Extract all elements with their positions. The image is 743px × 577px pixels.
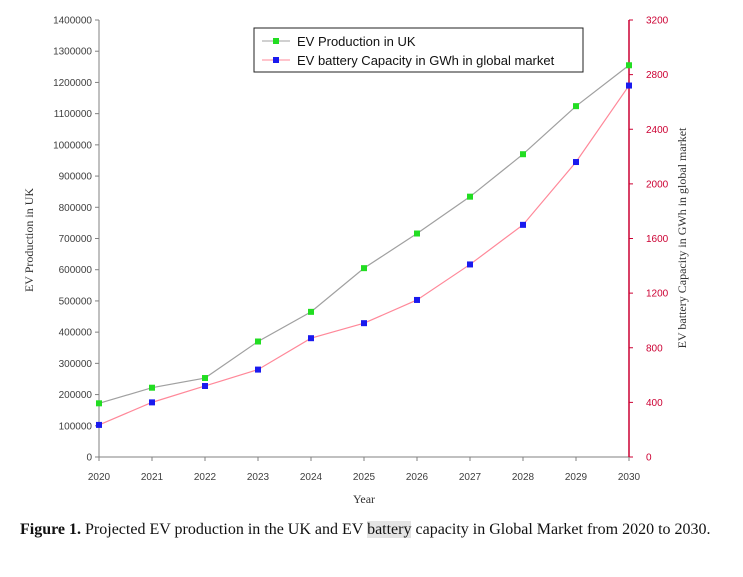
y-tick-label: 100000: [59, 421, 93, 432]
y-tick-label: 400000: [59, 328, 93, 339]
y2-tick-label: 1200: [646, 289, 669, 300]
legend: EV Production in UK EV battery Capacity …: [253, 27, 584, 73]
y-tick-label: 300000: [59, 359, 93, 370]
y-tick-label: 1000000: [53, 140, 92, 151]
data-point-0: [626, 62, 632, 69]
y2-tick-label: 2800: [646, 70, 669, 81]
x-tick-label: 2023: [247, 472, 270, 483]
x-tick-label: 2027: [459, 472, 482, 483]
legend-label-battery: EV battery Capacity in GWh in global mar…: [297, 53, 555, 68]
data-point-0: [308, 308, 314, 315]
data-point-0: [149, 384, 155, 391]
x-tick-label: 2024: [300, 472, 323, 483]
data-point-0: [573, 103, 579, 110]
y-axis-title: EV Production in UK: [22, 188, 36, 292]
y2-tick-label: 400: [646, 398, 663, 409]
x-tick-label: 2030: [618, 472, 641, 483]
y-tick-label: 1400000: [53, 16, 92, 27]
y-tick-label: 800000: [59, 203, 93, 214]
caption-highlight: battery: [367, 521, 412, 538]
y2-axis-title: EV battery Capacity in GWh in global mar…: [675, 127, 689, 348]
series: [96, 62, 632, 428]
caption-text-after: capacity in Global Market from 2020 to 2…: [411, 521, 711, 538]
data-point-1: [626, 82, 632, 89]
y-tick-label: 0: [86, 453, 92, 464]
data-point-1: [573, 159, 579, 166]
data-point-0: [202, 375, 208, 382]
y2-tick-label: 2000: [646, 179, 669, 190]
data-point-1: [467, 261, 473, 268]
data-point-1: [149, 399, 155, 406]
x-tick-label: 2028: [512, 472, 535, 483]
data-point-0: [414, 230, 420, 237]
y2-tick-label: 2400: [646, 125, 669, 136]
y-tick-label: 600000: [59, 265, 93, 276]
data-point-0: [96, 400, 102, 407]
data-point-0: [520, 151, 526, 158]
series-line-0: [98, 64, 630, 404]
data-point-1: [202, 382, 208, 389]
data-point-1: [308, 335, 314, 342]
caption-text-before: Projected EV production in the UK and EV: [81, 521, 368, 538]
series-line-1: [98, 85, 630, 426]
data-point-0: [467, 193, 473, 200]
legend-box: [253, 27, 584, 73]
figure-caption: Figure 1. Projected EV production in the…: [20, 519, 735, 541]
y2-tick-label: 1600: [646, 234, 669, 245]
data-point-1: [255, 366, 261, 373]
y-tick-label: 1300000: [53, 47, 92, 58]
data-point-1: [520, 221, 526, 228]
y2-tick-label: 800: [646, 343, 663, 354]
y2-tick-label: 3200: [646, 16, 669, 27]
y-tick-label: 1100000: [54, 109, 93, 120]
data-point-1: [361, 320, 367, 327]
data-point-0: [255, 338, 261, 345]
data-point-1: [96, 421, 102, 428]
x-tick-label: 2022: [194, 472, 217, 483]
legend-marker-battery: [273, 57, 279, 63]
y2-tick-label: 0: [646, 453, 652, 464]
caption-label: Figure 1.: [20, 521, 82, 538]
data-point-1: [414, 296, 420, 303]
y-tick-label: 500000: [59, 296, 93, 307]
legend-marker-production: [273, 38, 279, 44]
legend-label-production: EV Production in UK: [297, 34, 416, 49]
x-tick-label: 2029: [565, 472, 588, 483]
axes: 0 100000 200000 300000 400000 500000 600000 700…: [53, 16, 669, 484]
y-tick-label: 700000: [59, 234, 93, 245]
x-tick-label: 2026: [406, 472, 429, 483]
data-point-0: [361, 265, 367, 272]
y-tick-label: 1200000: [53, 78, 92, 89]
x-tick-label: 2025: [353, 472, 376, 483]
y-tick-label: 900000: [59, 172, 93, 183]
y-tick-label: 200000: [59, 390, 93, 401]
x-axis-title: Year: [353, 492, 375, 506]
dual-axis-line-chart: 0 100000 200000 300000 400000 500000 600000 700…: [22, 16, 689, 507]
x-tick-label: 2021: [141, 472, 164, 483]
x-tick-label: 2020: [88, 472, 111, 483]
